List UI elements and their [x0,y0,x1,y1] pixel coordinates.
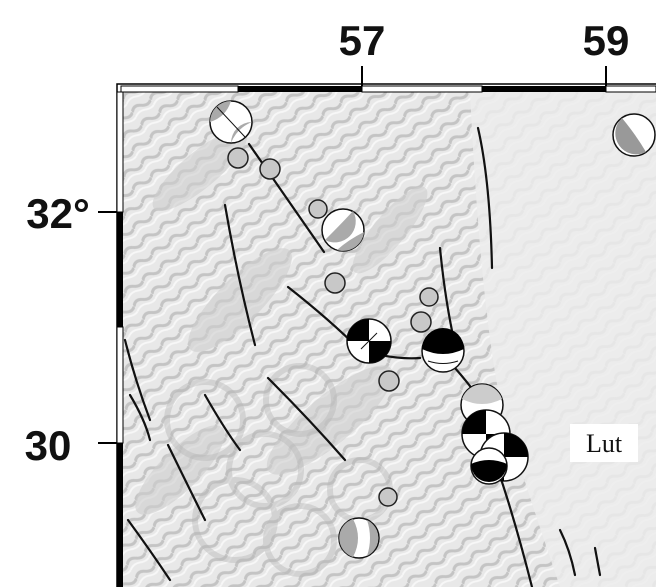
focal-mechanisms [209,100,656,559]
focal-mechanism [470,447,508,485]
epicenter-marker [324,272,346,294]
epicenter-marker [259,158,281,180]
left-tick-label: 30 [25,422,72,469]
epicenter-marker [378,370,400,392]
left-tick-label: 32° [26,190,90,237]
lut-block-relief [470,92,656,587]
epicenter-marker [308,199,328,219]
epicenters [227,147,439,507]
region-label-box [570,424,638,462]
focal-mechanism [209,100,253,144]
epicenter-marker [410,311,432,333]
fault-traces [123,126,602,587]
epicenter-marker [419,287,439,307]
axis-ticks [98,66,607,444]
focal-mechanism [612,113,656,157]
top-tick-label: 59 [583,17,630,64]
focal-mechanism [338,517,380,559]
top-graduation-bar [120,85,656,93]
relief-ridges [135,129,428,515]
region-label: Lut [586,429,623,458]
focal-mechanism [346,318,392,364]
left-graduation-bar [116,91,124,587]
epicenter-marker [378,487,398,507]
epicenter-marker [227,147,249,169]
map-body: Lut [121,92,656,587]
focal-mechanism [321,208,365,252]
top-tick-label: 57 [339,17,386,64]
focal-mechanism [421,328,465,373]
